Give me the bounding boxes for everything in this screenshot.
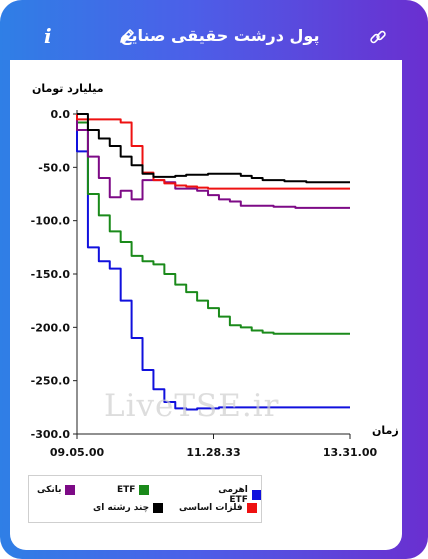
y-axis-title: میلیارد تومان [32,82,104,95]
x-tick-label: 09.05.00 [50,446,105,459]
legend-item-basic-metals: فلزات اساسی [179,503,257,513]
legend-label: چند رشته ای [93,503,150,513]
legend-label: بانکی [37,485,62,495]
series-line-0 [76,114,350,411]
x-tick-label: 11.28.33 [186,446,240,459]
link-icon[interactable] [369,28,387,46]
watermark: LiveTSE.ir [104,388,280,424]
series-line-3 [76,114,350,190]
x-tick-label: 13.31.00 [323,446,378,459]
header-bar: i پول درشت حقیقی صنایع [0,0,428,58]
y-tick-label: -300.0 [31,428,71,441]
legend-label: اهرمی ETF [218,485,248,505]
series-line-4 [77,113,350,184]
y-tick-label: 0.0 [51,108,71,121]
legend-swatch [65,485,76,495]
series-line-1 [76,114,350,335]
legend-label: ETF [117,485,136,495]
y-tick-label: -150.0 [31,268,71,281]
x-axis-title: زمان [372,424,399,437]
legend-item-multi-sector: چند رشته ای [93,503,164,513]
page-title: پول درشت حقیقی صنایع [120,26,320,45]
y-tick-label: -100.0 [31,215,71,228]
y-tick-label: -50.0 [38,161,70,174]
y-tick-label: -200.0 [31,321,71,334]
legend-item-etf-leveraged: اهرمی ETF [201,485,261,505]
legend-item-bank: بانکی [37,485,76,495]
legend-swatch [246,503,257,513]
legend-swatch [139,485,150,495]
legend-label: فلزات اساسی [179,503,243,513]
pencil-icon[interactable] [118,27,136,45]
series-line-2 [76,114,350,209]
info-icon[interactable]: i [44,24,52,48]
chart-card [10,60,402,550]
legend-swatch [153,503,164,513]
y-tick-label: -250.0 [31,375,71,388]
legend-swatch [251,490,261,500]
legend-item-etf: ETF [117,485,150,495]
chart-legend: اهرمی ETF ETF بانکی فلزات اساسی چند رشته… [28,475,262,523]
